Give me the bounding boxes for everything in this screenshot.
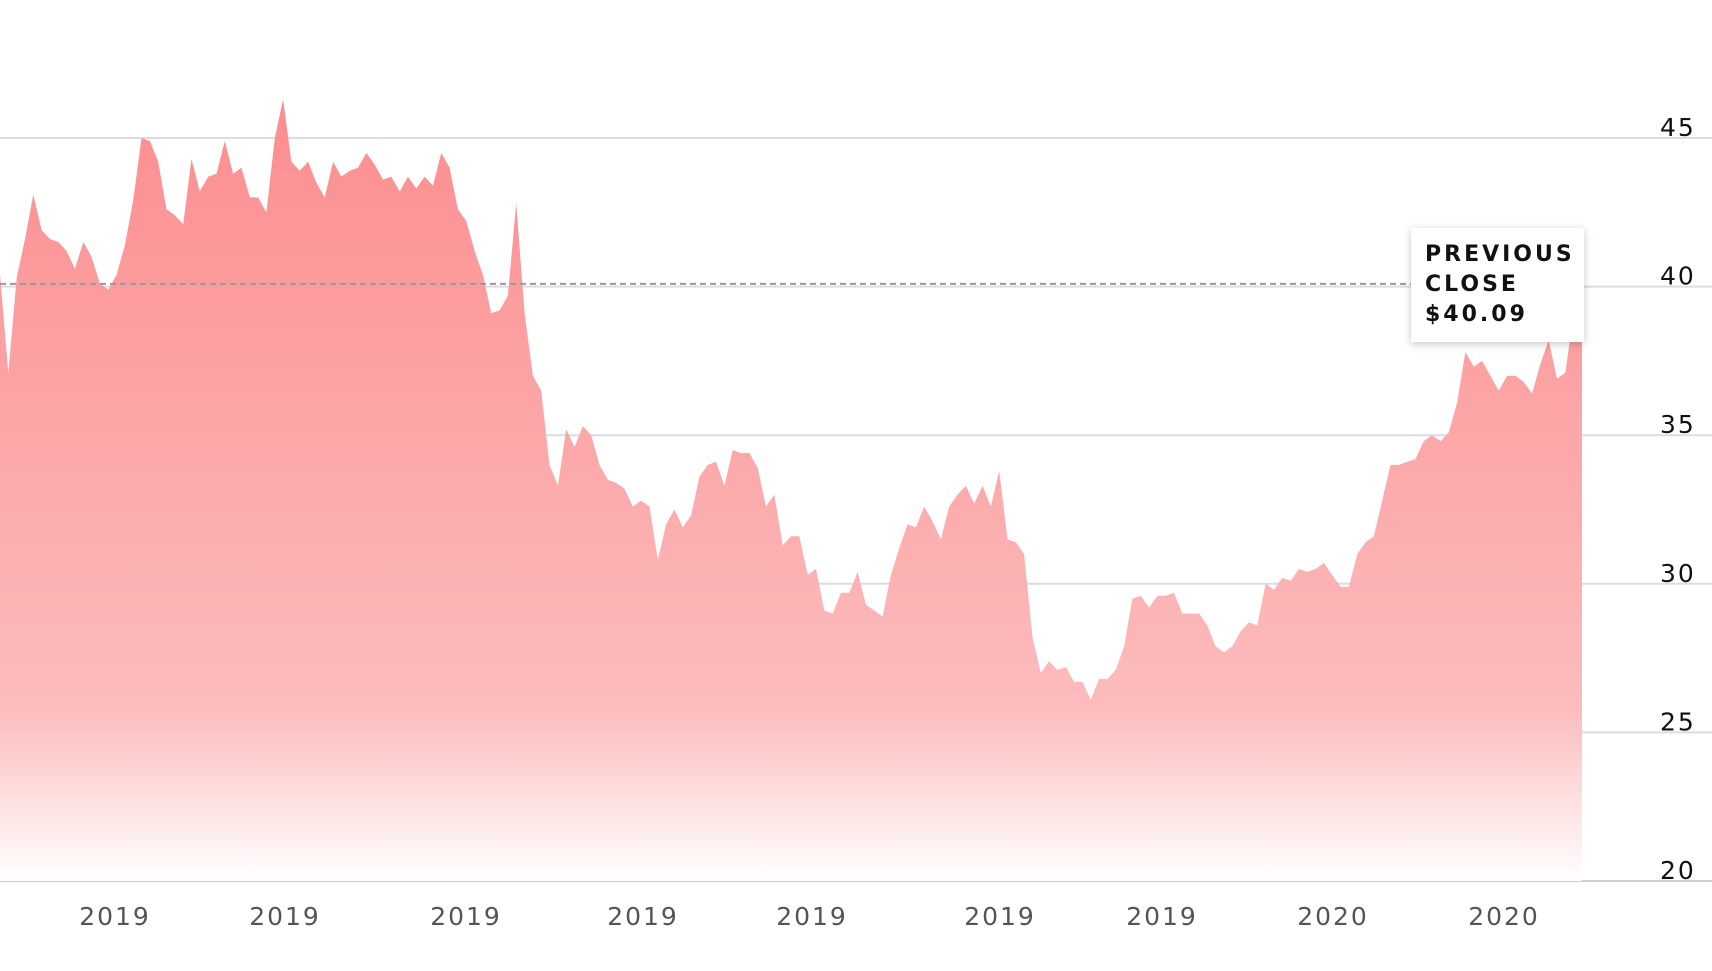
y-axis-ticks: 45 40 35 30 25 20 [1660, 113, 1696, 885]
previous-close-value: $40.09 [1425, 302, 1528, 327]
x-tick-label: 2019 [964, 902, 1036, 931]
y-tick-label: 40 [1660, 262, 1696, 291]
y-tick-label: 30 [1660, 559, 1696, 588]
x-tick-label: 2020 [1468, 902, 1540, 931]
price-area [0, 99, 1582, 881]
previous-close-callout: PREVIOUS CLOSE $40.09 [1411, 228, 1584, 342]
previous-close-label-line1: PREVIOUS [1425, 242, 1575, 267]
x-tick-label: 2019 [607, 902, 679, 931]
y-tick-label: 25 [1660, 707, 1696, 736]
x-axis-ticks: 2019 2019 2019 2019 2019 2019 2019 2020 2020 [79, 902, 1540, 931]
x-tick-label: 2019 [1126, 902, 1198, 931]
x-tick-label: 2019 [430, 902, 502, 931]
y-tick-label: 45 [1660, 113, 1696, 142]
x-tick-label: 2020 [1297, 902, 1369, 931]
x-tick-label: 2019 [249, 902, 321, 931]
x-tick-label: 2019 [79, 902, 151, 931]
y-tick-label: 20 [1660, 856, 1696, 885]
x-tick-label: 2019 [776, 902, 848, 931]
y-tick-label: 35 [1660, 410, 1696, 439]
previous-close-label-line2: CLOSE [1425, 272, 1519, 297]
